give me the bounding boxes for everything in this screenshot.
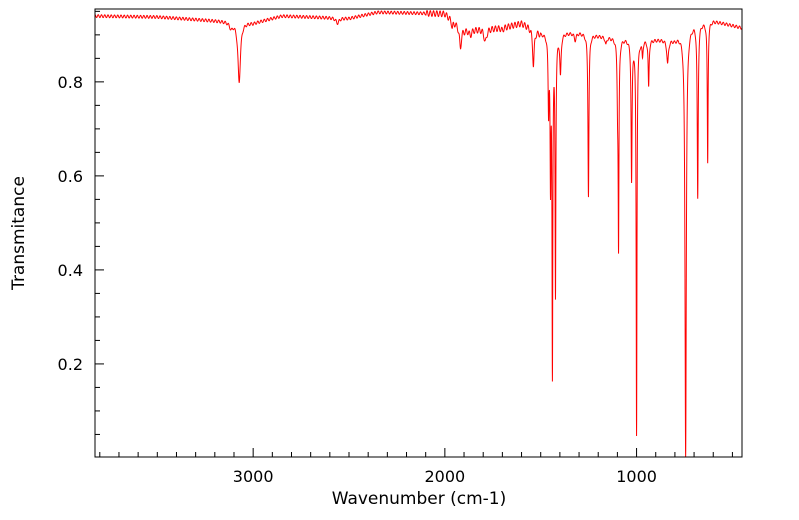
- y-axis-label: Transmitance: [9, 176, 29, 291]
- y-tick-label: 0.6: [58, 167, 83, 186]
- x-axis-label: Wavenumber (cm-1): [332, 489, 507, 509]
- y-tick-label: 0.2: [58, 355, 83, 374]
- spectrum-line: [94, 10, 743, 458]
- axis-ticks: 3000 2000 1000 0.2 0.4 0.6 0.8: [58, 10, 733, 486]
- x-tick-label: 3000: [233, 467, 274, 486]
- plot-frame: [94, 8, 743, 458]
- x-tick-label: 1000: [616, 467, 657, 486]
- y-tick-label: 0.8: [58, 73, 83, 92]
- x-tick-label: 2000: [424, 467, 465, 486]
- y-tick-label: 0.4: [58, 261, 83, 280]
- plot-area: [94, 8, 743, 458]
